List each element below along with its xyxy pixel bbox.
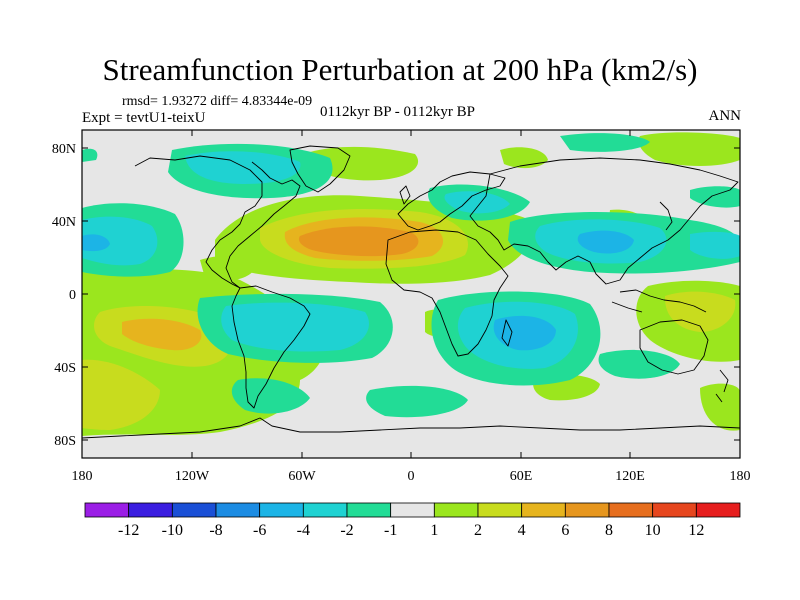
colorbar-label: 12	[688, 522, 704, 539]
colorbar-labels: -12 -10 -8 -6 -4 -2 -1 1 2 4 6 8 10 12	[118, 522, 704, 539]
contour-neg-patch	[221, 302, 369, 352]
colorbar-swatch	[128, 502, 173, 518]
contour-field	[82, 132, 740, 436]
coastline-asia	[469, 157, 739, 285]
stats-text: rmsd= 1.93272 diff= 4.83344e-09	[122, 94, 313, 109]
contour-neg-patch	[366, 385, 468, 418]
colorbar-label: -6	[253, 522, 266, 539]
colorbar-swatch	[433, 502, 479, 518]
lat-tick-label: 40S	[54, 361, 76, 376]
colorbar-label: 1	[430, 522, 438, 539]
colorbar-swatch	[302, 502, 348, 518]
contour-neg-patch	[185, 151, 301, 184]
coastlines	[82, 145, 740, 439]
colorbar-swatch	[521, 502, 566, 518]
colorbar-swatch	[259, 502, 304, 518]
colorbar-swatch	[695, 502, 741, 518]
colorbar-label: -2	[340, 522, 353, 539]
contour-neg-patch	[690, 231, 740, 259]
colorbar-swatch	[390, 502, 435, 518]
colorbar-label: 4	[518, 522, 526, 539]
lon-tick-label: 0	[408, 469, 415, 484]
lon-tick-label: 60E	[510, 469, 533, 484]
lat-tick-label: 40N	[52, 215, 76, 230]
colorbar	[84, 502, 741, 518]
colorbar-label: 10	[645, 522, 661, 539]
lon-tick-label: 60W	[288, 469, 316, 484]
colorbar-label: -4	[297, 522, 310, 539]
coastline-uk	[399, 185, 411, 205]
coastline-japan	[659, 201, 673, 231]
lat-tick-label: 0	[69, 288, 76, 303]
contour-neg-patch	[577, 230, 634, 254]
season-label: ANN	[708, 108, 742, 124]
lon-tick-label: 180	[72, 469, 93, 484]
coastline-africa	[385, 229, 509, 357]
colorbar-label: 6	[561, 522, 569, 539]
colorbar-label: -8	[209, 522, 222, 539]
coastline-antarctica	[82, 417, 740, 439]
lon-tick-label: 120W	[175, 469, 210, 484]
contour-neg-patch	[444, 191, 510, 214]
coastline-north-america	[134, 155, 301, 289]
figure-title: Streamfunction Perturbation at 200 hPa (…	[102, 52, 698, 87]
contour-neg-patch	[82, 234, 110, 252]
lat-tick-label: 80S	[54, 434, 76, 449]
experiment-label: Expt = tevtU1-teixU	[82, 110, 206, 126]
colorbar-label: 8	[605, 522, 613, 539]
contour-pos-patch	[200, 255, 255, 281]
period-label: 0112kyr BP - 0112kyr BP	[320, 104, 476, 120]
colorbar-swatch	[215, 502, 261, 518]
colorbar-swatch	[652, 502, 697, 518]
coastline-greenland	[289, 145, 351, 193]
axis-ticks	[81, 130, 741, 458]
colorbar-swatch	[171, 502, 217, 518]
coastline-madagascar	[501, 319, 513, 347]
colorbar-swatch	[477, 502, 523, 518]
contour-pos-patch	[664, 291, 736, 332]
lon-tick-label: 180	[730, 469, 751, 484]
colorbar-label: -12	[118, 522, 139, 539]
colorbar-label: -10	[162, 522, 183, 539]
contour-pos-patch	[310, 146, 419, 181]
coastline-indonesia	[611, 289, 707, 313]
contour-neg-patch	[82, 148, 98, 162]
contour-pos-patch	[500, 147, 548, 169]
contour-pos-patch	[700, 383, 740, 431]
contour-pos-patch	[298, 226, 419, 257]
colorbar-swatch	[84, 502, 130, 518]
contour-pos-patch	[638, 132, 740, 166]
contour-pos-patch	[122, 318, 202, 351]
colorbar-swatch	[346, 502, 392, 518]
colorbar-swatch	[608, 502, 654, 518]
lat-tick-label: 80N	[52, 142, 76, 157]
colorbar-swatch	[564, 502, 610, 518]
contour-neg-patch	[560, 133, 650, 152]
colorbar-label: 2	[474, 522, 482, 539]
contour-neg-patch	[690, 186, 740, 208]
contour-pos-patch	[82, 359, 160, 430]
contour-neg-patch	[82, 216, 158, 266]
contour-neg-patch	[598, 349, 680, 379]
coastline-europe	[397, 171, 506, 231]
coastline-south-america	[231, 285, 311, 409]
coastline-new-zealand	[715, 369, 729, 403]
coastline-australia	[639, 319, 709, 375]
lon-tick-label: 120E	[615, 469, 645, 484]
colorbar-label: -1	[384, 522, 397, 539]
